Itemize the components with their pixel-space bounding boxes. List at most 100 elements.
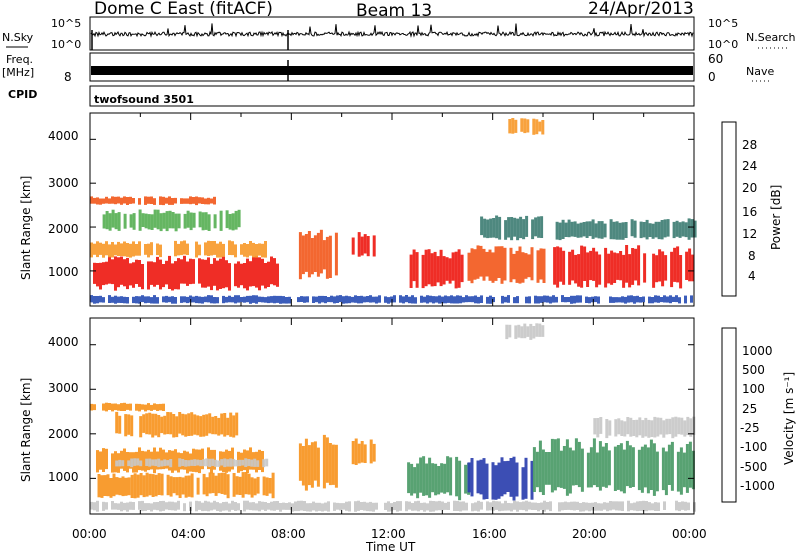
- velocity-data-cell: [123, 502, 126, 511]
- power-data-cell: [273, 258, 276, 286]
- power-data-cell: [583, 246, 587, 281]
- power-data-cell: [546, 295, 549, 303]
- velocity-data-cell: [229, 458, 233, 467]
- power-data-cell: [156, 297, 159, 304]
- velocity-data-cell: [568, 447, 572, 494]
- power-data-cell: [189, 258, 192, 285]
- velocity-data-cell: [102, 501, 105, 511]
- power-data-cell: [334, 232, 338, 276]
- power-data-cell: [138, 241, 141, 256]
- power-data-cell: [555, 221, 559, 240]
- power-data-cell: [243, 296, 246, 303]
- power-data-cell: [336, 295, 339, 303]
- power-data-cell: [486, 219, 490, 239]
- velocity-data-cell: [189, 501, 192, 511]
- power-data-cell: [454, 251, 458, 289]
- power-data-cell: [444, 295, 447, 304]
- velocity-data-cell: [360, 502, 363, 510]
- velocity-data-cell: [659, 417, 663, 435]
- power-data-cell: [301, 235, 305, 275]
- power-data-cell: [456, 295, 459, 304]
- velocity-data-cell: [232, 459, 236, 467]
- power-data-cell: [541, 120, 545, 135]
- power-data-cell: [96, 296, 99, 304]
- power-data-cell: [135, 244, 138, 256]
- power-data-cell: [622, 254, 626, 288]
- power-data-cell: [540, 296, 543, 303]
- power-data-cell: [93, 262, 96, 284]
- velocity-data-cell: [136, 458, 140, 466]
- velocity-data-cell: [491, 462, 495, 500]
- power-data-cell: [258, 257, 261, 291]
- velocity-data-cell: [334, 444, 338, 488]
- power-data-cell: [585, 221, 589, 238]
- power-data-cell: [375, 296, 378, 304]
- power-data-cell: [216, 243, 219, 258]
- power-data-cell: [204, 212, 208, 230]
- power-data-cell: [324, 296, 327, 304]
- power-data-cell: [595, 251, 599, 288]
- power-data-cell: [462, 297, 465, 303]
- velocity-cbar-label: Velocity [m s⁻¹]: [782, 371, 796, 465]
- velocity-data-cell: [174, 449, 177, 471]
- velocity-data-cell: [223, 472, 227, 495]
- power-data-cell: [486, 296, 489, 304]
- freq-tick: 8: [64, 70, 72, 84]
- power-data-cell: [156, 209, 160, 230]
- velocity-data-cell: [640, 446, 644, 493]
- velocity-data-cell: [228, 503, 231, 512]
- velocity-data-cell: [599, 417, 603, 434]
- power-data-cell: [267, 296, 270, 304]
- power-data-cell: [156, 256, 159, 285]
- power-data-cell: [108, 244, 111, 258]
- velocity-data-cell: [558, 502, 561, 512]
- velocity-data-cell: [315, 502, 318, 512]
- power-data-cell: [120, 243, 123, 257]
- velocity-data-cell: [681, 501, 684, 510]
- velocity-data-cell: [609, 501, 612, 511]
- power-data-cell: [586, 252, 590, 287]
- power-data-cell: [423, 296, 426, 303]
- velocity-data-cell: [498, 501, 501, 512]
- power-data-cell: [339, 295, 342, 303]
- velocity-data-cell: [162, 449, 165, 470]
- power-data-cell: [534, 217, 538, 237]
- power-data-cell: [592, 247, 596, 281]
- power-data-cell: [210, 295, 213, 304]
- power-data-cell: [405, 295, 408, 303]
- power-data-cell: [690, 219, 694, 238]
- power-data-cell: [288, 296, 291, 304]
- velocity-data-cell: [114, 403, 117, 411]
- velocity-data-cell: [147, 403, 150, 411]
- velocity-data-cell: [217, 473, 221, 494]
- power-data-cell: [99, 295, 102, 303]
- power-data-cell: [522, 219, 526, 240]
- velocity-data-cell: [231, 500, 234, 510]
- velocity-data-cell: [621, 501, 624, 511]
- velocity-data-cell: [162, 403, 165, 411]
- velocity-data-cell: [546, 502, 549, 510]
- velocity-data-cell: [443, 463, 447, 494]
- power-data-cell: [501, 295, 504, 304]
- power-data-cell: [453, 296, 456, 304]
- velocity-data-cell: [543, 500, 546, 512]
- velocity-data-cell: [136, 474, 140, 498]
- velocity-data-cell: [440, 463, 444, 493]
- power-data-cell: [497, 246, 501, 278]
- power-data-cell: [510, 217, 514, 241]
- velocity-data-cell: [244, 458, 248, 467]
- velocity-data-cell: [516, 501, 519, 512]
- power-data-cell: [357, 296, 360, 304]
- velocity-data-cell: [145, 413, 149, 435]
- power-data-cell: [189, 196, 192, 205]
- power-data-cell: [246, 295, 249, 303]
- velocity-data-cell: [187, 475, 191, 497]
- velocity-data-cell: [619, 443, 623, 492]
- power-data-cell: [351, 237, 355, 255]
- velocity-data-cell: [497, 462, 501, 499]
- power-data-cell: [297, 297, 300, 303]
- power-data-cell: [573, 295, 576, 304]
- velocity-data-cell: [363, 501, 366, 511]
- power-data-cell: [231, 241, 234, 256]
- velocity-data-cell: [90, 403, 93, 411]
